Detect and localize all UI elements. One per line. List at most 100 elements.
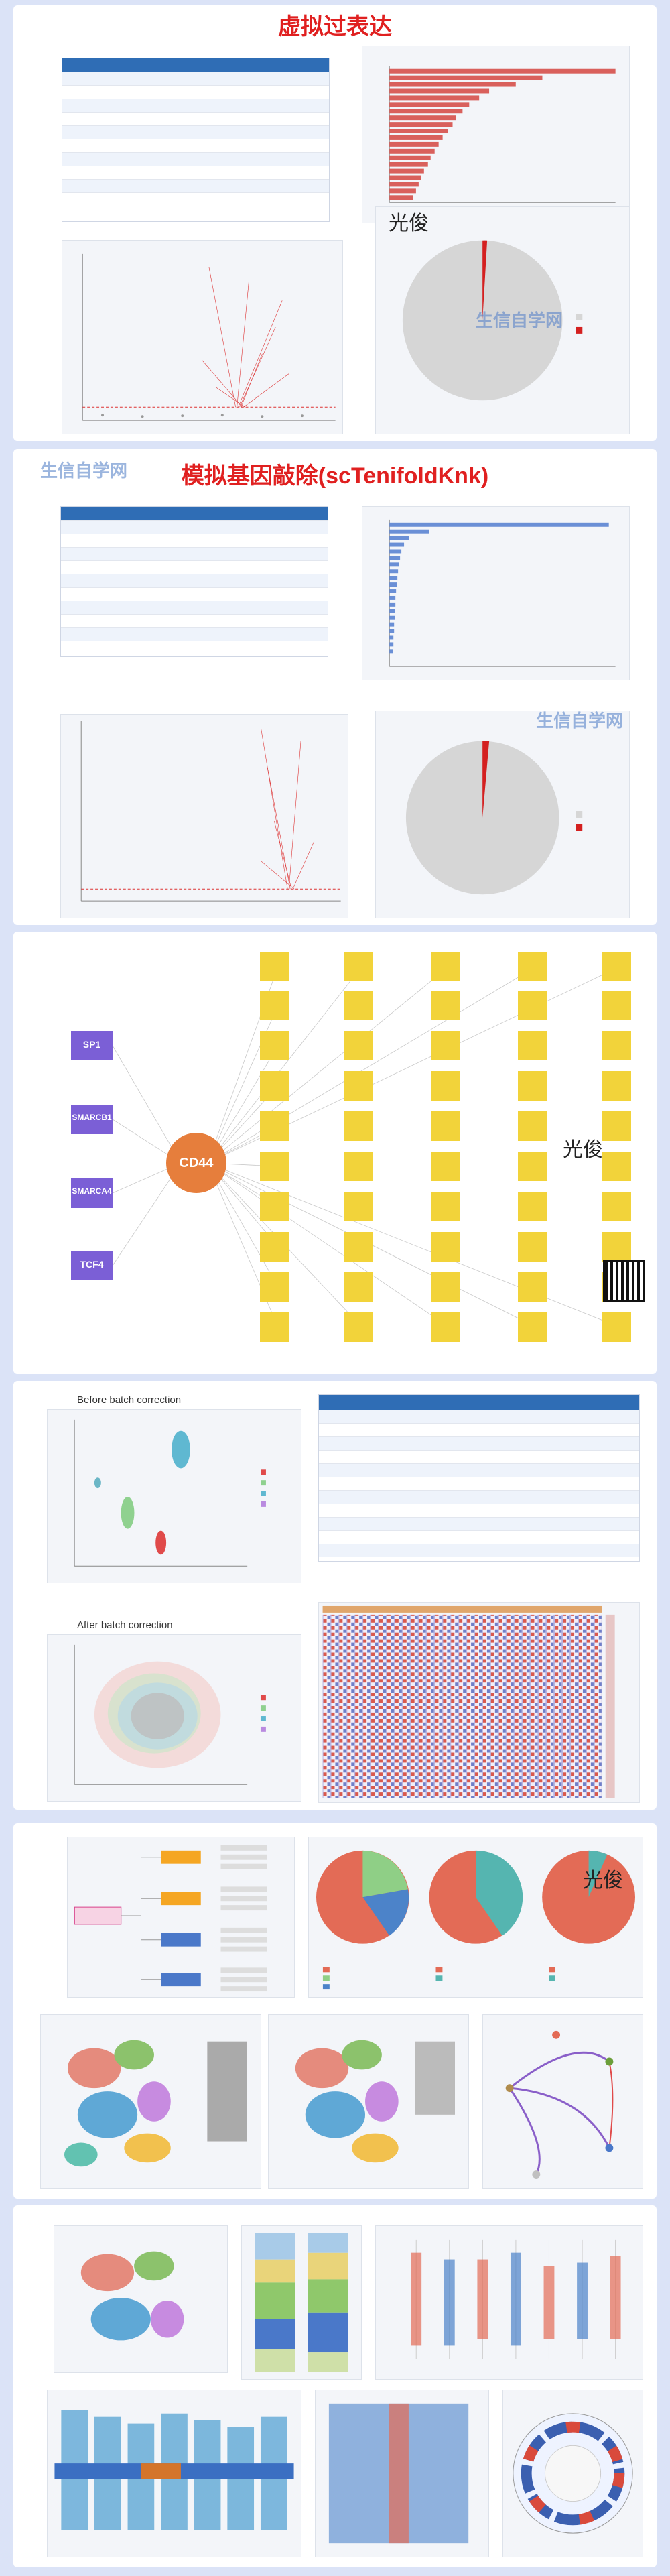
top-genes-bar-chart: [362, 46, 630, 223]
de-jitter-plot: [47, 2390, 302, 2557]
brand-watermark: 光俊: [583, 1869, 623, 1892]
mirna-node: [344, 1192, 373, 1221]
table-header: [61, 507, 328, 520]
table-row: [62, 192, 329, 206]
mirna-node: [431, 952, 460, 981]
site-watermark: 生信自学网: [476, 310, 563, 330]
table-row: [62, 152, 329, 166]
before-batch-pca-plot: [47, 1409, 302, 1583]
site-watermark: 生信自学网: [536, 711, 624, 731]
brand-watermark: 光俊: [389, 212, 429, 235]
mirna-node: [602, 1071, 631, 1101]
mirna-node: [344, 1232, 373, 1262]
table-row: [319, 1517, 639, 1530]
tf-label-smarcb1: SMARCB1: [72, 1113, 112, 1122]
de-scatter-plot: [315, 2390, 489, 2557]
umap-clusters-plot: [40, 2014, 261, 2189]
tf-box-tcf4: [71, 1251, 113, 1280]
mirna-node: [518, 991, 547, 1020]
celltype-scatter-strips: [375, 2225, 643, 2380]
after-batch-pca-plot: [47, 1634, 302, 1802]
table-row: [62, 112, 329, 125]
tf-label-sp1: SP1: [82, 1039, 101, 1050]
mirna-node: [260, 991, 289, 1020]
mirna-node: [431, 1312, 460, 1342]
mirna-node: [344, 1312, 373, 1342]
mirna-node: [431, 1192, 460, 1221]
table-header: [62, 58, 329, 72]
umap-mini-plot: [54, 2225, 228, 2373]
table-row: [319, 1530, 639, 1544]
mirna-node: [260, 1111, 289, 1141]
cd44-hub-node: [166, 1133, 226, 1193]
mirna-node: [344, 1111, 373, 1141]
table-row: [61, 547, 328, 560]
table-row: [61, 520, 328, 534]
table-row: [319, 1450, 639, 1463]
mirna-node: [602, 952, 631, 981]
mirna-node: [602, 1312, 631, 1342]
brand-watermark: 光俊: [563, 1139, 603, 1161]
mirna-node: [518, 1031, 547, 1060]
mirna-node: [431, 1111, 460, 1141]
cd44-hub-label: CD44: [179, 1156, 214, 1170]
expression-heatmap: [318, 1602, 640, 1803]
table-row: [319, 1477, 639, 1490]
mirna-node: [602, 1031, 631, 1060]
table-row: [62, 85, 329, 99]
cell-communication-panel: 光俊: [13, 1823, 657, 2199]
table-row: [319, 1423, 639, 1436]
knockout-gene-table: [60, 506, 328, 657]
table-row: [62, 166, 329, 179]
knockout-panel: 模拟基因敲除(scTenifoldKnk) 生信自学网: [13, 449, 657, 925]
tf-box-smarca4: [71, 1178, 113, 1208]
mirna-node: [260, 1312, 289, 1342]
overexpression-gene-table: [62, 58, 330, 222]
mirna-node: [431, 1031, 460, 1060]
mirna-node: [260, 1272, 289, 1302]
top-genes-bar-chart: [362, 506, 630, 680]
table-row: [61, 534, 328, 547]
table-row: [61, 627, 328, 641]
pathway-tree-diagram: [67, 1837, 295, 1998]
table-row: [319, 1410, 639, 1423]
mirna-node: [518, 1272, 547, 1302]
tf-box-smarcb1: [71, 1105, 113, 1134]
mirna-node: [431, 1232, 460, 1262]
table-row: [61, 601, 328, 614]
table-row: [62, 179, 329, 192]
mirna-node: [260, 952, 289, 981]
umap-celltypes-plot: [268, 2014, 469, 2189]
mirna-node: [260, 1031, 289, 1060]
mirna-node: [260, 1232, 289, 1262]
mirna-node: [602, 1232, 631, 1262]
mirna-node: [518, 1152, 547, 1181]
stacked-proportion-bar: [241, 2225, 362, 2380]
table-row: [62, 125, 329, 139]
table-header: [319, 1395, 639, 1410]
mirna-node: [431, 1152, 460, 1181]
mirna-node: [602, 1192, 631, 1221]
mirna-node: [260, 1071, 289, 1101]
table-row: [319, 1436, 639, 1450]
mirna-node: [602, 1111, 631, 1141]
table-row: [62, 72, 329, 85]
cell-proportion-panel: [13, 2205, 657, 2567]
network-edges: [112, 966, 620, 1328]
volcano-plot: [62, 240, 343, 434]
tf-label-smarca4: SMARCA4: [72, 1186, 112, 1196]
mirna-node: [518, 1071, 547, 1101]
mirna-node: [344, 991, 373, 1020]
qr-code: [603, 1260, 645, 1302]
tf-box-sp1: [71, 1031, 113, 1060]
mirna-node: [518, 952, 547, 981]
mirna-node: [431, 1071, 460, 1101]
mirna-node: [518, 1111, 547, 1141]
mirna-node: [518, 1192, 547, 1221]
mirna-node: [518, 1232, 547, 1262]
overexpression-title: 虚拟过表达: [278, 14, 392, 40]
mirna-node: [518, 1312, 547, 1342]
cell-interaction-network: [482, 2014, 643, 2189]
batch-degs-table: [318, 1394, 640, 1562]
table-row: [319, 1504, 639, 1517]
